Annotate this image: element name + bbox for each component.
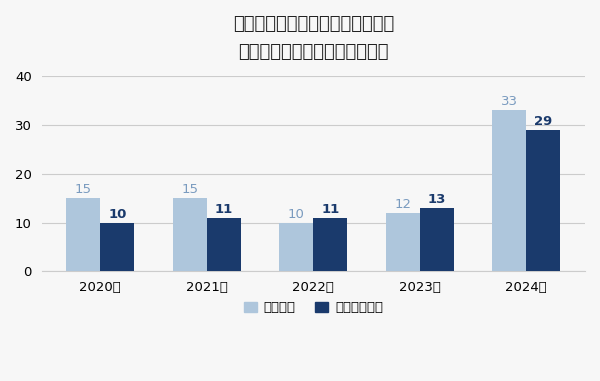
- Title: ペナルティ制度による取締件数と
審査による取引停止件数の推移: ペナルティ制度による取締件数と 審査による取引停止件数の推移: [233, 15, 394, 61]
- Text: 11: 11: [215, 203, 233, 216]
- Bar: [420, 208, 454, 271]
- Text: 10: 10: [288, 208, 305, 221]
- Bar: [207, 218, 241, 271]
- Bar: [526, 130, 560, 271]
- Text: 15: 15: [75, 183, 92, 196]
- Bar: [313, 218, 347, 271]
- Text: 13: 13: [428, 193, 446, 206]
- Bar: [66, 198, 100, 271]
- Text: 15: 15: [181, 183, 198, 196]
- Text: 12: 12: [394, 198, 411, 211]
- Bar: [173, 198, 207, 271]
- Text: 10: 10: [108, 208, 127, 221]
- Bar: [100, 223, 134, 271]
- Text: 33: 33: [500, 96, 518, 109]
- Legend: 取締件数, 取引停止件数: 取締件数, 取引停止件数: [238, 296, 388, 319]
- Bar: [386, 213, 420, 271]
- Bar: [279, 223, 313, 271]
- Text: 29: 29: [534, 115, 553, 128]
- Bar: [492, 110, 526, 271]
- Text: 11: 11: [321, 203, 340, 216]
